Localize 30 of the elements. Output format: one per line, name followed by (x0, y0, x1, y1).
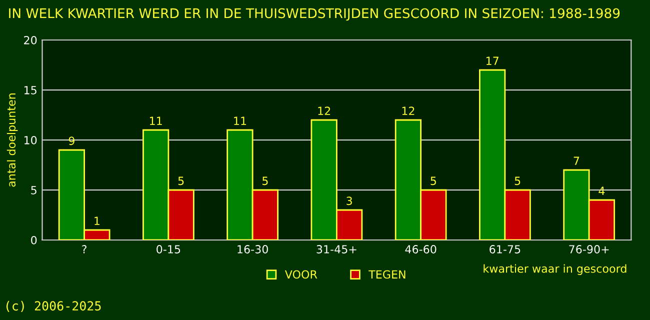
legend-label: TEGEN (368, 270, 406, 279)
x-tick-label: 76-90+ (569, 245, 609, 254)
data-label: 17 (486, 56, 498, 65)
y-tick-label: 5 (31, 186, 36, 194)
x-tick-label: ? (82, 245, 86, 254)
x-tick-label: 0-15 (156, 245, 180, 254)
data-label: 5 (262, 176, 268, 186)
x-tick-label: 61-75 (490, 245, 520, 254)
y-tick-label: 10 (24, 136, 37, 144)
data-label: 5 (178, 176, 184, 186)
text: (c) 2006-2025 (6, 300, 101, 312)
y-tick-label: 15 (24, 86, 36, 94)
data-label: 1 (94, 216, 100, 225)
data-label: 11 (234, 116, 246, 125)
x-tick-label: 31-45+ (316, 245, 356, 254)
data-label: 12 (318, 106, 330, 115)
data-label: 3 (346, 196, 352, 206)
chart-title: IN WELK KWARTIER WERD ER IN DE THUISWEDSTRIJDEN GESCOORD IN SEIZOEN: 1988-1989 (9, 8, 620, 21)
data-label: 11 (150, 116, 162, 125)
data-label: 7 (574, 156, 580, 165)
y-tick-label: 0 (31, 236, 37, 244)
x-axis-title: kwartier waar in gescoord (484, 264, 626, 275)
y-axis-title: antal doelpunten (6, 94, 18, 187)
legend-label: VOOR (284, 270, 318, 279)
y-tick-label: 20 (24, 36, 37, 44)
data-label: 5 (514, 176, 520, 186)
data-label: 5 (430, 176, 436, 186)
x-tick-label: 46-60 (405, 245, 436, 254)
x-tick-label: 16-30 (238, 245, 268, 254)
data-label: 12 (402, 106, 414, 115)
